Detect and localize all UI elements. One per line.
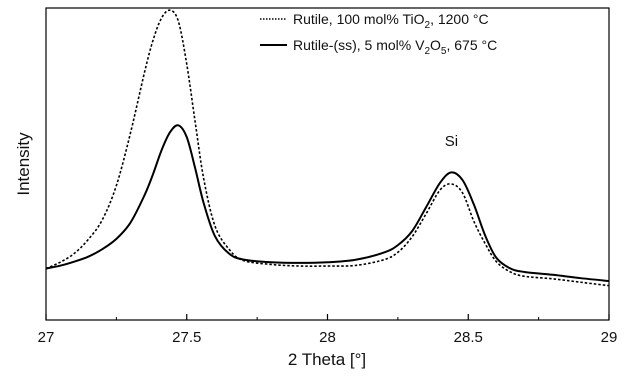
legend-label-rutile-ss-pre: Rutile-(ss), 5 mol% V bbox=[293, 37, 425, 53]
legend-label-rutile-ss: Rutile-(ss), 5 mol% V2O5, 675 °C bbox=[293, 37, 497, 57]
legend-label-rutile-post: , 1200 °C bbox=[430, 11, 489, 27]
legend-label-rutile-ss-sub2: 5 bbox=[441, 46, 447, 57]
legend-label-rutile-ss-post: , 675 °C bbox=[446, 37, 497, 53]
series-line-rutile-ss-solid bbox=[45, 124, 610, 282]
x-axis-label: 2 Theta [°] bbox=[288, 350, 366, 369]
series-line-rutile-dotted bbox=[45, 9, 610, 287]
plot-frame bbox=[45, 7, 610, 321]
legend-label-rutile-pre: Rutile, 100 mol% TiO bbox=[293, 11, 425, 27]
x-tick-label-2: 28 bbox=[319, 329, 336, 346]
x-tick-label-4: 29 bbox=[601, 329, 618, 346]
series-layer bbox=[45, 9, 610, 287]
x-tick-label-0: 27 bbox=[38, 329, 55, 346]
y-axis-label: Intensity bbox=[14, 132, 33, 196]
legend-label-rutile-sub: 2 bbox=[425, 20, 431, 31]
annotation-si: Si bbox=[445, 133, 458, 150]
legend-label-rutile-ss-sub1: 2 bbox=[424, 46, 430, 57]
legend-label-rutile-ss-mid: O bbox=[430, 37, 441, 53]
legend-label-rutile: Rutile, 100 mol% TiO2, 1200 °C bbox=[293, 11, 489, 31]
x-ticks: 27 27.5 28 28.5 29 bbox=[38, 314, 618, 346]
x-tick-label-1: 27.5 bbox=[172, 329, 201, 346]
x-tick-label-3: 28.5 bbox=[454, 329, 483, 346]
legend: Rutile, 100 mol% TiO2, 1200 °C Rutile-(s… bbox=[260, 11, 497, 57]
